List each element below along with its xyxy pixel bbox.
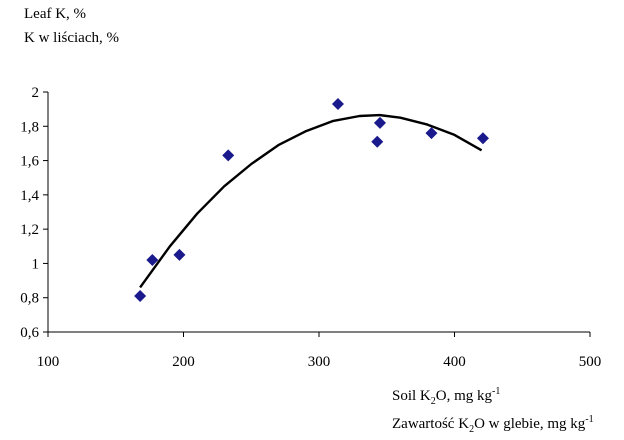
axes: 0,6 0,8 1 1,2 1,4 1,6 1,8 2 100 200 300 400 500 [20, 85, 601, 370]
y-tick-label: 0,6 [20, 325, 39, 341]
y-tick-label: 1,8 [20, 119, 39, 135]
data-point-marker [425, 127, 438, 140]
data-point-marker [373, 116, 386, 129]
trendline-path [139, 113, 483, 289]
x-axis-label-line1: Soil K2O, mg kg-1 [392, 386, 501, 407]
data-point-marker [173, 248, 186, 261]
data-point-marker [134, 290, 147, 302]
y-tick-label: 0,8 [20, 291, 39, 307]
data-point-marker [476, 132, 489, 145]
y-tick-label: 1,6 [20, 154, 39, 170]
x-tick-label: 100 [37, 354, 60, 370]
data-point-marker [371, 135, 384, 148]
y-tick-label: 1,2 [20, 222, 39, 238]
data-point-marker [331, 98, 344, 110]
y-tick-label: 2 [32, 85, 40, 101]
y-axis-label-line1: Leaf K, % [24, 6, 87, 22]
x-tick-label: 300 [308, 354, 331, 370]
y-axis-label-line2: K w liściach, % [24, 30, 119, 46]
x-tick-label: 400 [443, 354, 466, 370]
data-points [134, 98, 489, 302]
x-axis-label-line2: Zawartość K2O w glebie, mg kg-1 [392, 414, 594, 435]
trendline [139, 113, 483, 289]
x-tick-label: 200 [172, 354, 195, 370]
data-point-marker [222, 149, 235, 162]
x-tick-label: 500 [579, 354, 602, 370]
y-tick-label: 1 [32, 256, 40, 272]
data-point-marker [146, 254, 159, 266]
y-tick-label: 1,4 [20, 188, 39, 204]
